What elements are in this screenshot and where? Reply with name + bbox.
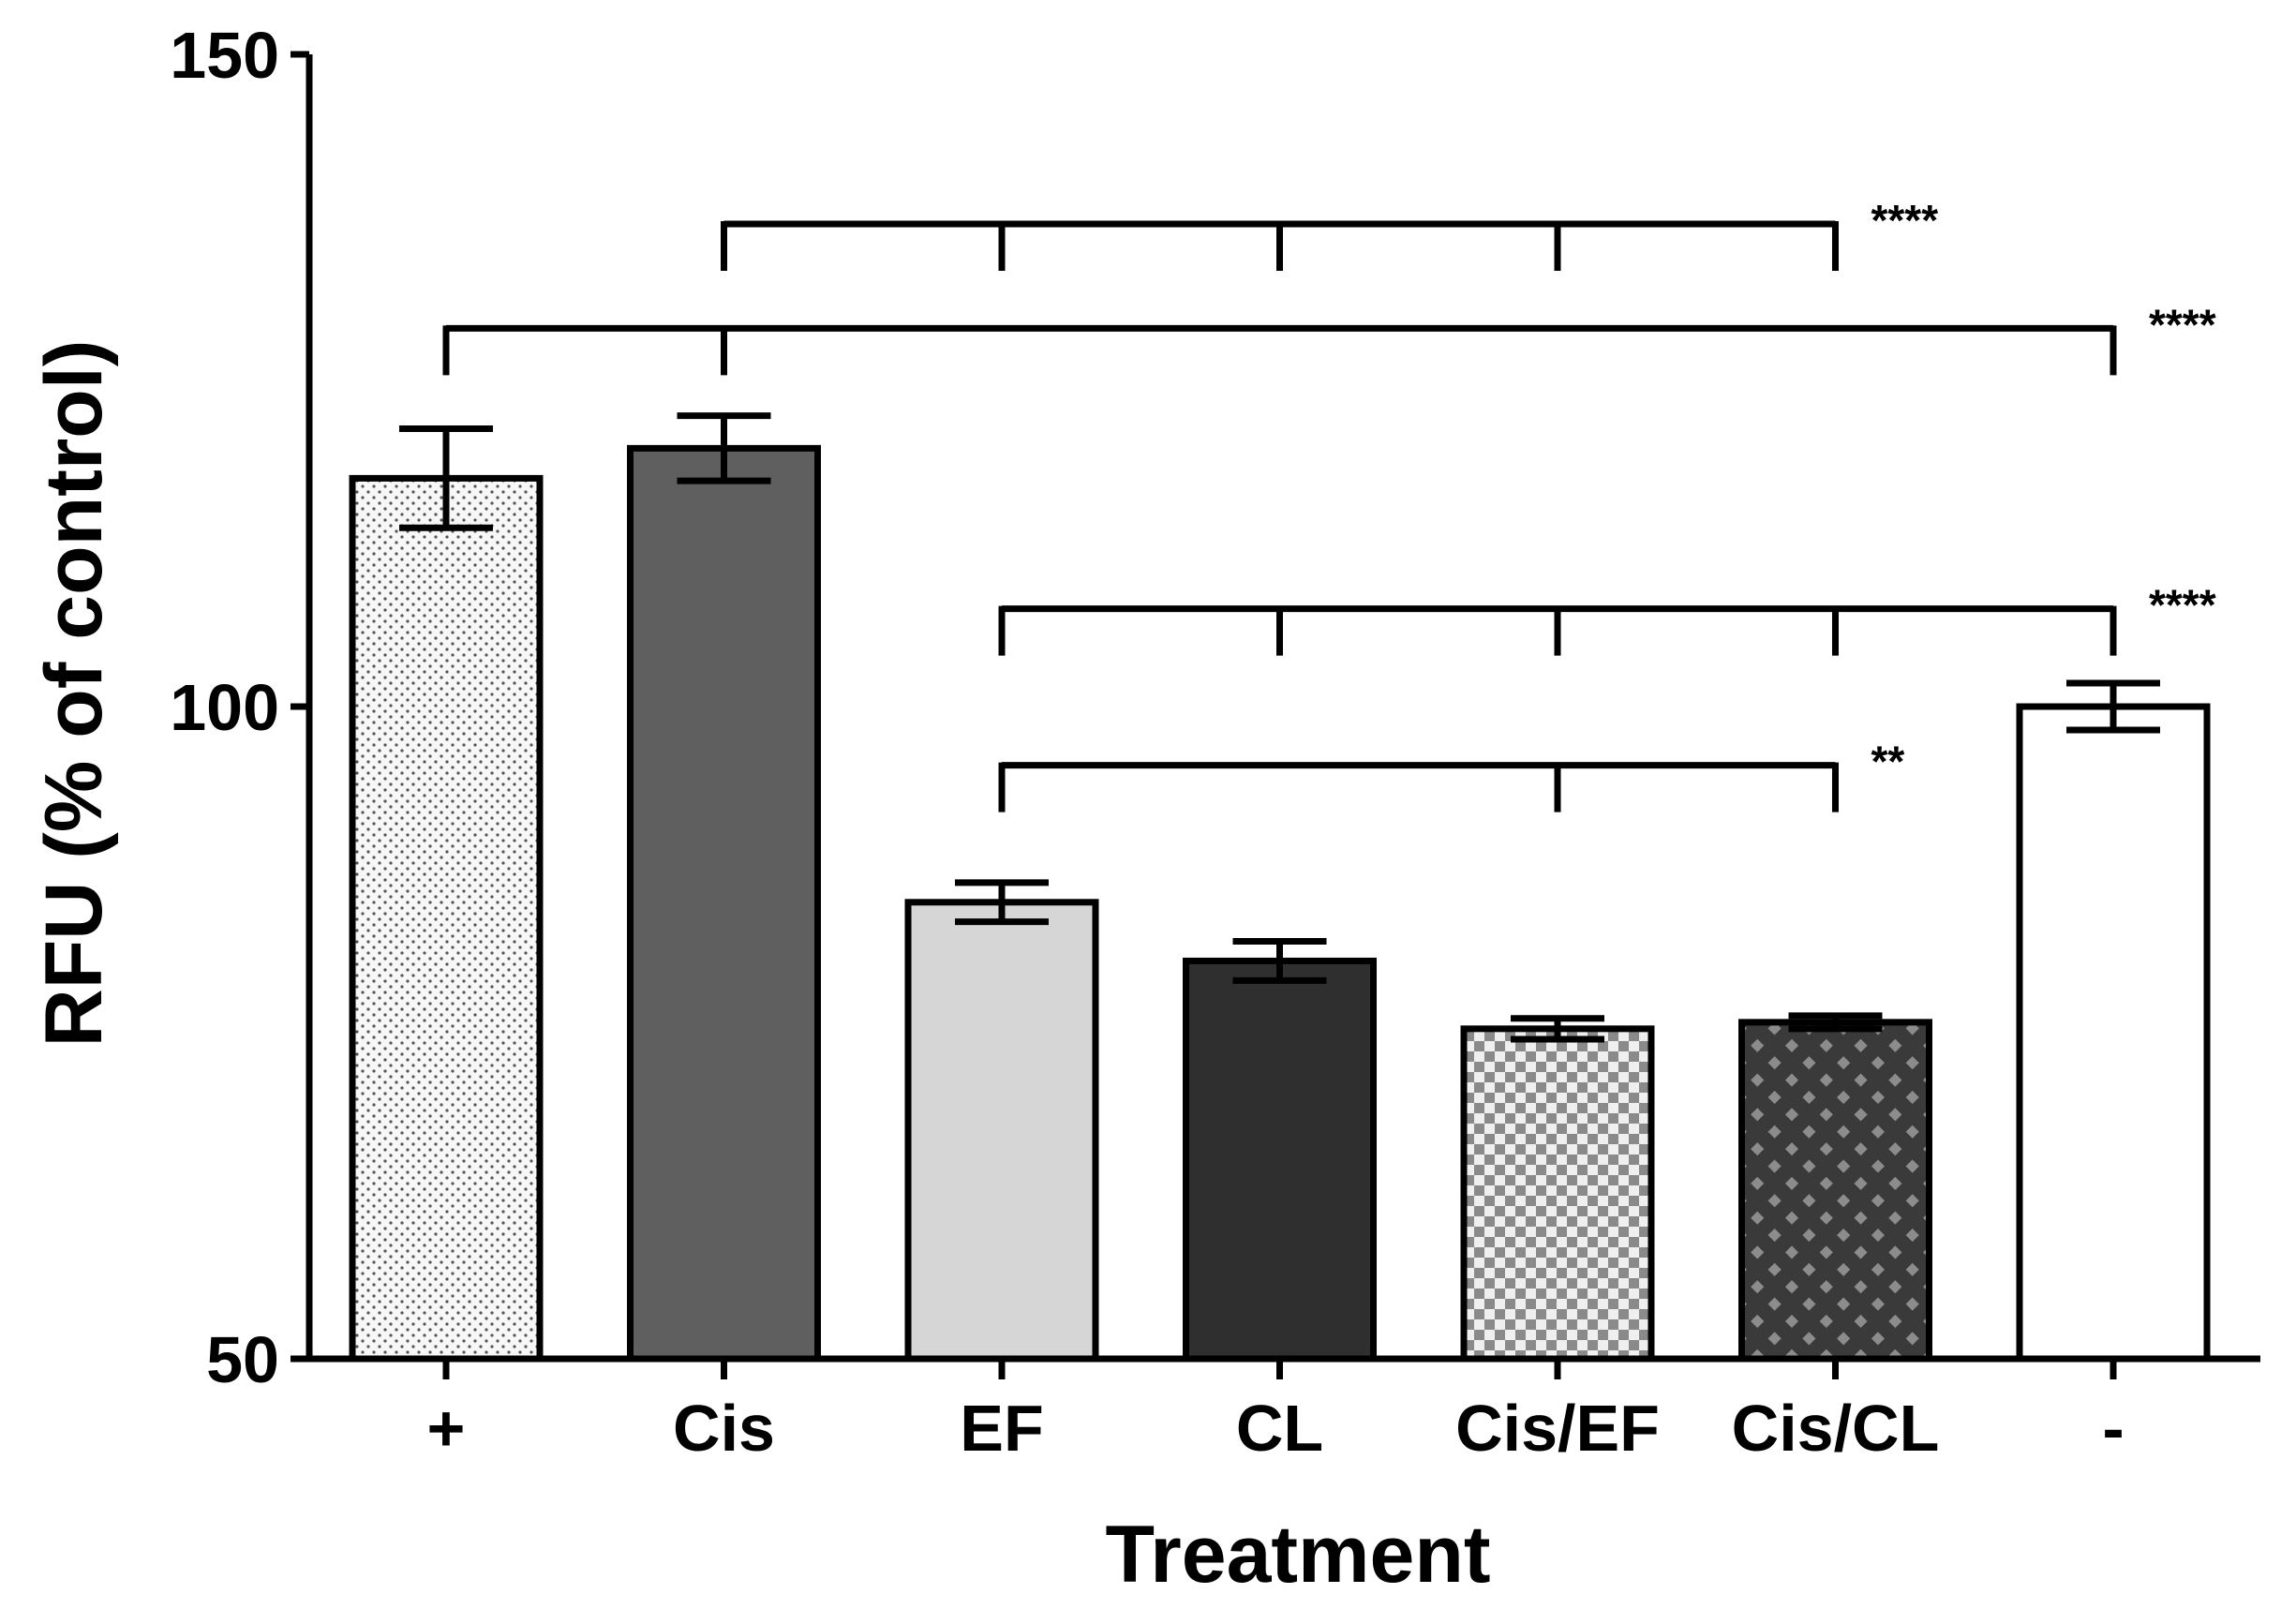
x-tick-label: EF (960, 1392, 1043, 1465)
x-tick-label: + (427, 1392, 466, 1465)
bar-2 (904, 899, 1099, 1363)
error-bar-4 (1511, 1015, 1604, 1043)
significance-label: **** (1871, 196, 1939, 245)
significance-bracket-3: ** (998, 737, 1905, 812)
error-bar-5 (1788, 1012, 1883, 1033)
bar-6 (2016, 703, 2211, 1363)
significance-bracket-1: **** (442, 300, 2216, 376)
x-tick-label: - (2102, 1392, 2124, 1465)
significance-brackets: ************** (442, 196, 2216, 812)
significance-bracket-2: **** (998, 581, 2216, 656)
error-bar-3 (1232, 938, 1327, 984)
x-tick-label: Cis/CL (1732, 1392, 1940, 1465)
significance-bracket-0: **** (721, 196, 1939, 271)
x-tick-label: CL (1236, 1392, 1323, 1465)
error-bars (399, 412, 2160, 1043)
y-axis-title: RFU (% of control) (29, 340, 119, 1048)
x-tick-label: Cis (673, 1392, 775, 1465)
significance-label: **** (2149, 300, 2216, 349)
y-tick-label: 150 (170, 19, 279, 92)
error-bar-0 (399, 425, 493, 531)
bars (349, 444, 2211, 1363)
y-tick-label: 50 (206, 1323, 279, 1396)
bar-3 (1183, 957, 1377, 1363)
bar-0 (349, 474, 544, 1363)
bar-1 (627, 444, 821, 1363)
error-bar-1 (677, 412, 771, 484)
significance-label: **** (2149, 581, 2216, 630)
bar-5 (1738, 1019, 1932, 1363)
y-tick-label: 100 (170, 671, 279, 744)
error-bar-2 (955, 879, 1049, 926)
x-tick-label: Cis/EF (1455, 1392, 1660, 1465)
y-ticks: 50 100 150 (170, 19, 309, 1396)
x-ticks: + Cis EF CL Cis/EF Cis/CL - (427, 1359, 2125, 1465)
error-bar-6 (2066, 679, 2160, 734)
bar-4 (1460, 1025, 1655, 1363)
significance-label: ** (1871, 737, 1905, 786)
x-axis-title: Treatment (1105, 1510, 1490, 1600)
